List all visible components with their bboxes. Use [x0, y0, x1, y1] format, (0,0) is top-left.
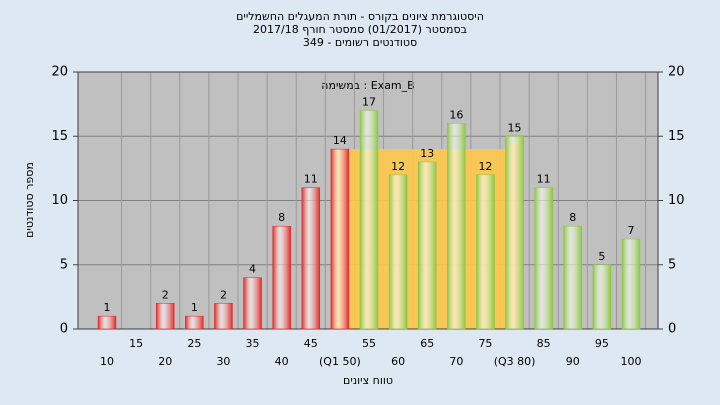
- data-label: 15: [508, 121, 522, 134]
- bar: [155, 303, 175, 330]
- bar: [476, 174, 495, 330]
- x-tick-label: 90: [566, 355, 580, 368]
- x-tick-label: 35: [246, 337, 260, 350]
- bar: [185, 315, 204, 330]
- data-label: 14: [333, 134, 347, 147]
- data-label: 1: [104, 301, 111, 314]
- y-tick-label: 20: [51, 65, 68, 80]
- bar: [534, 187, 553, 330]
- x-tick-label: 65: [420, 337, 434, 350]
- y2-tick-label: 5: [668, 257, 676, 272]
- data-label: 4: [249, 263, 256, 276]
- data-label: 8: [278, 211, 285, 224]
- data-label: 8: [569, 211, 576, 224]
- bar: [447, 123, 466, 330]
- y2-tick-label: 0: [668, 322, 676, 337]
- x-tick-label: 45: [304, 337, 318, 350]
- bar: [563, 225, 583, 330]
- x-tick-label: 40: [275, 355, 289, 368]
- x-tick-label: (Q3 80): [494, 355, 536, 368]
- chart-title: 349 - סטודנטים רשומים: [303, 36, 417, 49]
- data-label: 11: [304, 173, 318, 186]
- x-tick-label: 100: [621, 355, 642, 368]
- x-tick-label: 70: [449, 355, 463, 368]
- y-axis-label: מספר סטודנטים: [23, 162, 36, 238]
- y-tick-label: 15: [51, 129, 68, 144]
- chart-title: בסמסטר (01/2017) סמסטר חורף 2017/18: [253, 23, 467, 36]
- data-label: 17: [362, 96, 376, 109]
- x-tick-label: 60: [391, 355, 405, 368]
- x-tick-label: 15: [129, 337, 143, 350]
- bar: [243, 277, 262, 330]
- bar: [417, 161, 437, 330]
- y-tick-label: 5: [60, 257, 68, 272]
- bar: [301, 187, 321, 330]
- bar: [592, 264, 612, 330]
- x-tick-label: 30: [216, 355, 230, 368]
- x-tick-label: (Q1 50): [319, 355, 361, 368]
- data-label: 12: [391, 160, 405, 173]
- y-tick-label: 10: [51, 193, 68, 208]
- bar: [505, 136, 524, 330]
- bar: [359, 110, 379, 330]
- bar: [621, 238, 641, 330]
- x-axis-label: טווח ציונים: [343, 374, 393, 387]
- data-label: 2: [220, 288, 227, 301]
- x-tick-label: 55: [362, 337, 376, 350]
- x-tick-label: 25: [187, 337, 201, 350]
- y2-tick-label: 20: [668, 65, 685, 80]
- data-label: 7: [628, 224, 635, 237]
- bar: [272, 225, 291, 330]
- data-label: 5: [598, 250, 605, 263]
- subtitle: במשימה : Exam_B: [321, 79, 414, 92]
- x-tick-label: 75: [478, 337, 492, 350]
- data-label: 11: [537, 173, 551, 186]
- y-tick-label: 0: [60, 322, 68, 337]
- data-label: 2: [162, 288, 169, 301]
- data-label: 13: [420, 147, 434, 160]
- data-label: 16: [449, 108, 463, 121]
- chart-title: היסטוגרמת ציונים בקורס - תורת המעגלים הח…: [236, 10, 484, 23]
- x-tick-label: 10: [100, 355, 114, 368]
- data-label: 12: [478, 160, 492, 173]
- y2-tick-label: 15: [668, 129, 685, 144]
- data-label: 1: [191, 301, 198, 314]
- x-tick-label: 20: [158, 355, 172, 368]
- bar: [214, 303, 233, 330]
- bar: [330, 148, 350, 330]
- y2-tick-label: 10: [668, 193, 685, 208]
- bar: [388, 174, 408, 330]
- x-tick-label: 85: [537, 337, 551, 350]
- bar: [97, 315, 117, 330]
- x-tick-label: 95: [595, 337, 609, 350]
